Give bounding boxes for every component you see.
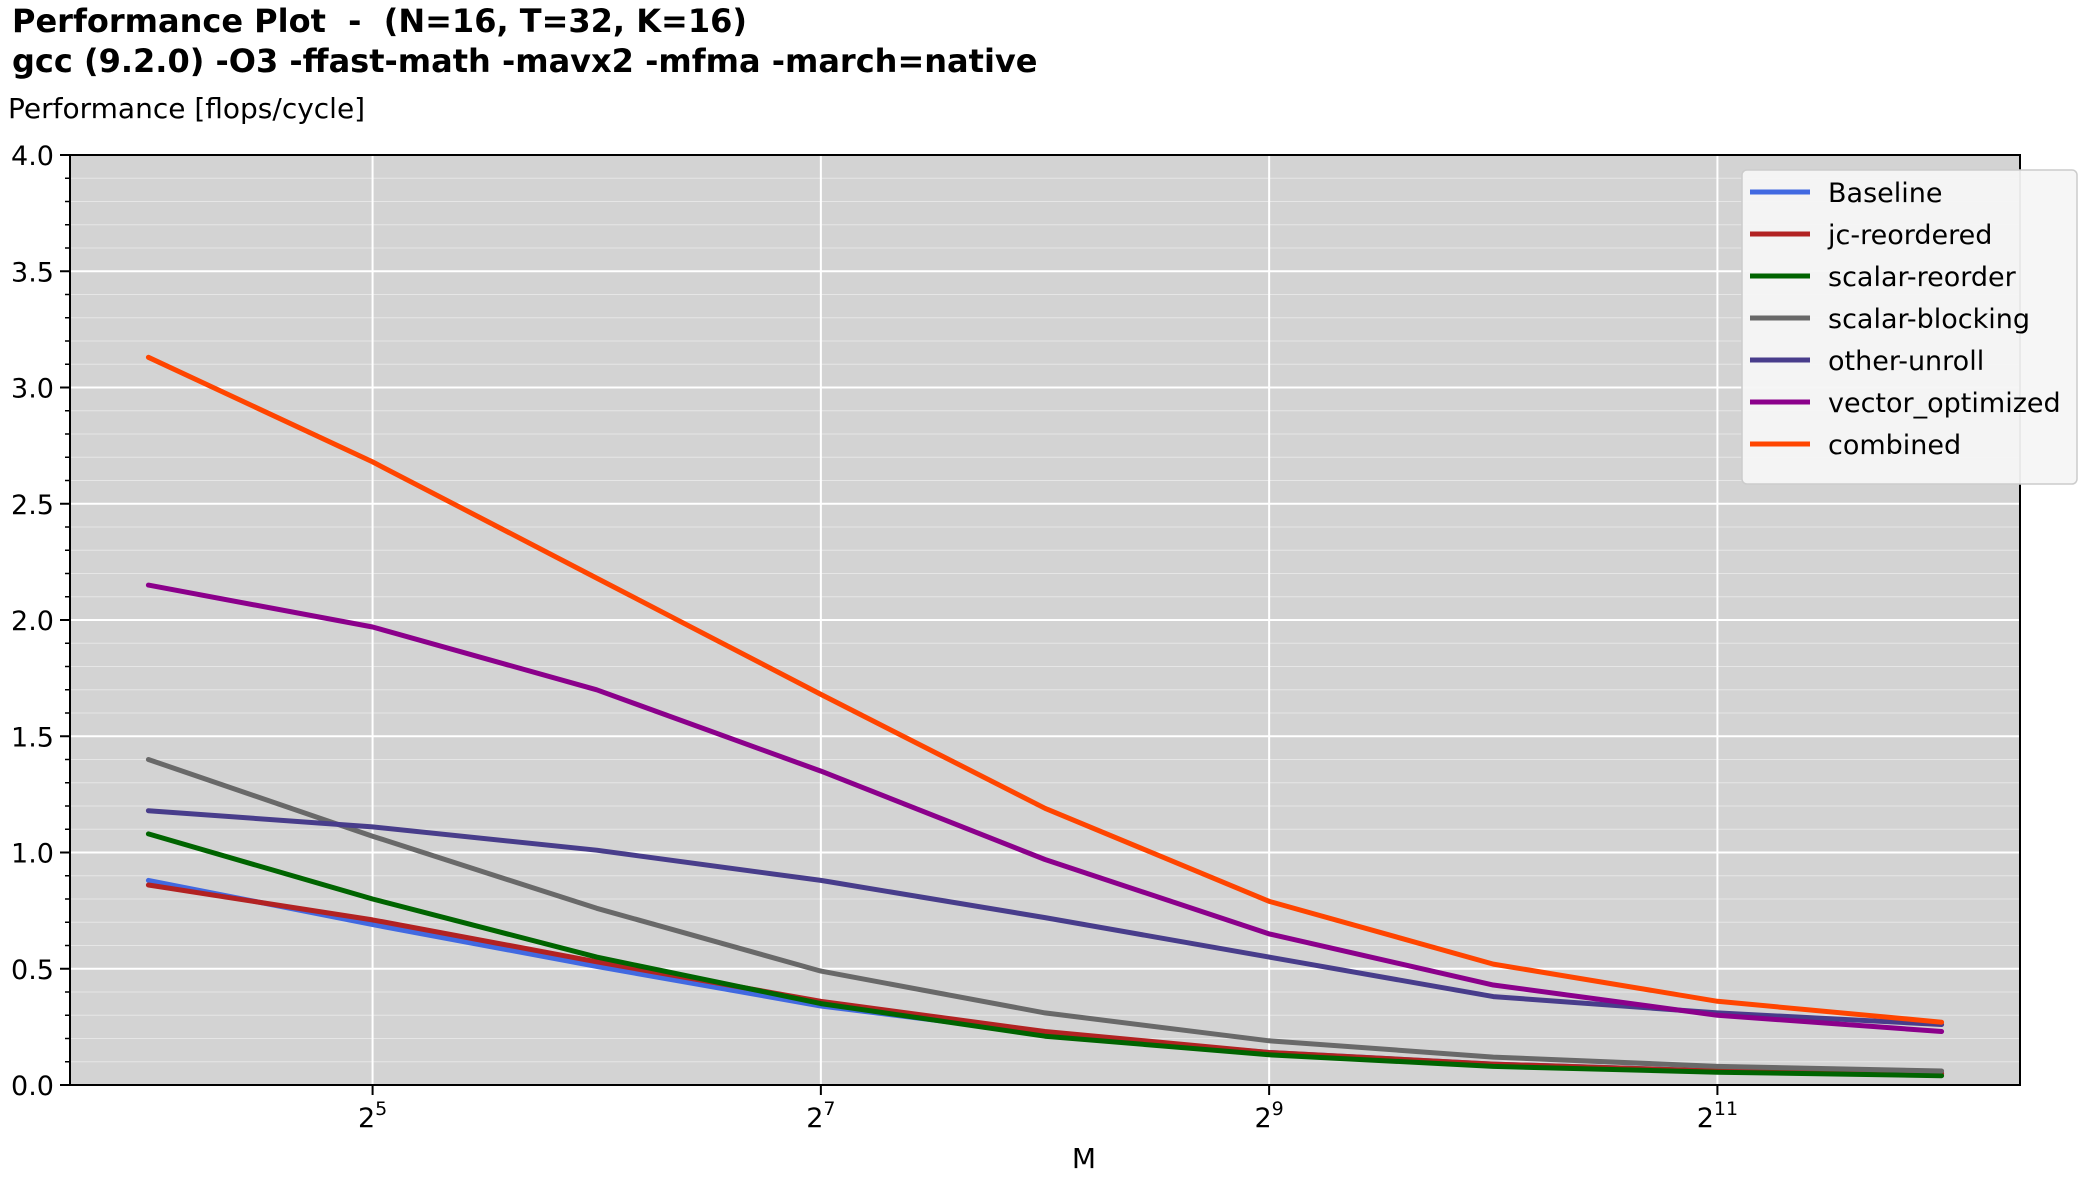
y-tick-label: 3.0 [11,374,54,405]
chart-subtitle: gcc (9.2.0) -O3 -ffast-math -mavx2 -mfma… [12,42,1038,80]
y-tick-label: 3.5 [11,257,54,288]
legend-label: vector_optimized [1828,388,2061,419]
y-axis-label: Performance [flops/cycle] [8,92,366,125]
series-line-vector-optimized [145,582,1945,1034]
x-axis-label: M [1072,1142,1096,1175]
series-lines [145,354,1945,1079]
legend-label: scalar-reorder [1828,262,2017,293]
series-line-scalar-reorder [145,831,1945,1079]
series-line-combined [145,354,1945,1025]
y-tick-label: 0.5 [11,955,54,986]
x-tick-label: 25 [358,1098,387,1134]
minor-gridlines [70,177,2020,1063]
y-tick-label: 0.0 [11,1071,54,1102]
y-axis-ticks: 0.0 0.5 1.0 1.5 2.0 2.5 3.0 3.5 4.0 [11,141,70,1102]
y-tick-label: 4.0 [11,141,54,172]
legend-label: scalar-blocking [1828,304,2030,335]
y-tick-label: 2.0 [11,606,54,637]
legend-box [1741,169,2078,485]
legend: Baseline jc-reordered scalar-reorder scalar… [1741,169,2078,485]
x-tick-label: 211 [1697,1098,1738,1134]
legend-label: jc-reordered [1827,220,1992,251]
x-tick-label: 29 [1254,1098,1283,1134]
x-axis-ticks: 25 27 29 211 [358,1085,1738,1134]
chart-title: Performance Plot - (N=16, T=32, K=16) [12,2,747,40]
y-tick-label: 2.5 [11,490,54,521]
y-tick-label: 1.0 [11,839,54,870]
x-tick-label: 27 [806,1098,835,1134]
legend-label: Baseline [1828,178,1942,209]
legend-label: other-unroll [1828,346,1984,377]
y-tick-label: 1.5 [11,722,54,753]
series-line-scalar-blocking [145,757,1945,1074]
legend-label: combined [1828,430,1961,461]
